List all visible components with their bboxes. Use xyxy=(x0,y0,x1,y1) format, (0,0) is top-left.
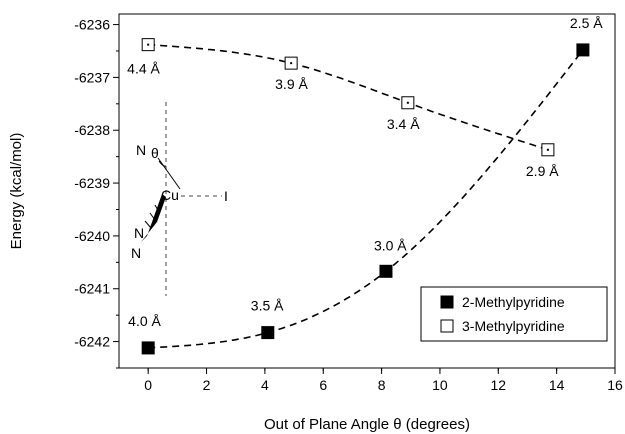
y-tick-label: -6241 xyxy=(74,281,110,297)
filled-square-marker xyxy=(379,264,393,278)
y-tick-label: -6236 xyxy=(74,17,110,33)
x-tick-label: 6 xyxy=(319,377,327,393)
distance-annotations: 4.0 Å 3.5 Å 3.0 Å 2.5 Å 4.4 Å 3.9 Å 3.4 Å 2.9 Å xyxy=(127,15,603,329)
legend-label-series-1: 2-Methylpyridine xyxy=(462,294,565,310)
x-axis-title: Out of Plane Angle θ (degrees) xyxy=(264,416,470,433)
x-tick-label: 12 xyxy=(491,377,507,393)
inset-atom-i: I xyxy=(224,188,228,204)
distance-label: 2.9 Å xyxy=(526,163,559,179)
geometry-inset: N θ Cu I N N xyxy=(131,102,228,296)
legend-open-square-marker xyxy=(440,319,454,333)
plot-frame xyxy=(118,13,616,369)
open-square-center-dot xyxy=(290,62,293,65)
inset-upper-bond xyxy=(157,157,181,190)
fit-curve-series-1 xyxy=(148,49,584,349)
fit-curve-series-2 xyxy=(148,43,549,151)
legend-label-series-2: 3-Methylpyridine xyxy=(462,318,565,334)
axis-ticks: 0 2 4 6 8 10 12 14 16 -6242 -6241 -6240 -6239 -6238 -6… xyxy=(74,17,623,393)
y-tick-label: -6238 xyxy=(74,122,110,138)
inset-hash-3 xyxy=(144,220,152,229)
inset-atom-n-upper: N xyxy=(136,142,146,158)
data-markers xyxy=(141,38,590,355)
y-tick-label: -6239 xyxy=(74,175,110,191)
x-tick-label: 10 xyxy=(432,377,448,393)
filled-square-marker xyxy=(576,43,590,57)
distance-label: 3.9 Å xyxy=(275,76,308,92)
y-axis-title: Energy (kcal/mol) xyxy=(8,133,25,250)
inset-atom-n-lower-2: N xyxy=(131,245,141,261)
distance-label: 4.0 Å xyxy=(128,313,161,329)
filled-square-marker xyxy=(261,326,275,340)
open-square-center-dot xyxy=(546,148,549,151)
filled-square-marker xyxy=(141,341,155,355)
distance-label: 4.4 Å xyxy=(127,61,160,77)
x-tick-label: 4 xyxy=(261,377,269,393)
open-square-center-dot xyxy=(406,101,409,104)
x-tick-label: 14 xyxy=(549,377,565,393)
y-tick-label: -6242 xyxy=(74,334,110,350)
inset-theta-symbol: θ xyxy=(151,145,159,161)
inset-hash-1 xyxy=(154,204,160,213)
inset-theta-arc xyxy=(158,160,167,167)
legend: 2-Methylpyridine 3-Methylpyridine xyxy=(420,286,608,342)
open-square-center-dot xyxy=(147,43,150,46)
x-tick-label: 0 xyxy=(144,377,152,393)
inset-hash-2 xyxy=(149,212,156,221)
distance-label: 3.4 Å xyxy=(387,116,420,132)
x-tick-label: 16 xyxy=(607,377,623,393)
inset-atom-cu: Cu xyxy=(161,187,179,203)
x-tick-label: 8 xyxy=(378,377,386,393)
y-tick-label: -6237 xyxy=(74,69,110,85)
legend-filled-square-marker xyxy=(440,295,454,309)
inset-atom-n-lower-1: N xyxy=(134,225,144,241)
y-tick-label: -6240 xyxy=(74,228,110,244)
x-tick-label: 2 xyxy=(203,377,211,393)
fit-curves xyxy=(148,43,584,349)
distance-label: 2.5 Å xyxy=(570,15,603,31)
distance-label: 3.5 Å xyxy=(251,298,284,314)
distance-label: 3.0 Å xyxy=(374,237,407,253)
